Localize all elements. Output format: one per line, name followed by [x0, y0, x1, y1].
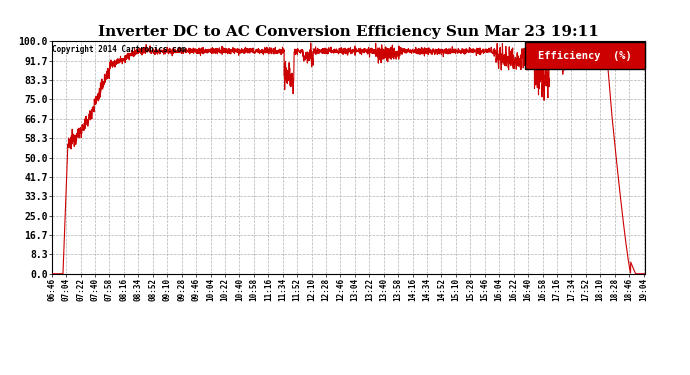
Text: Copyright 2014 Cartronics.com: Copyright 2014 Cartronics.com — [52, 45, 186, 54]
FancyBboxPatch shape — [525, 42, 644, 69]
Title: Inverter DC to AC Conversion Efficiency Sun Mar 23 19:11: Inverter DC to AC Conversion Efficiency … — [98, 25, 599, 39]
Text: Efficiency  (%): Efficiency (%) — [538, 51, 632, 61]
